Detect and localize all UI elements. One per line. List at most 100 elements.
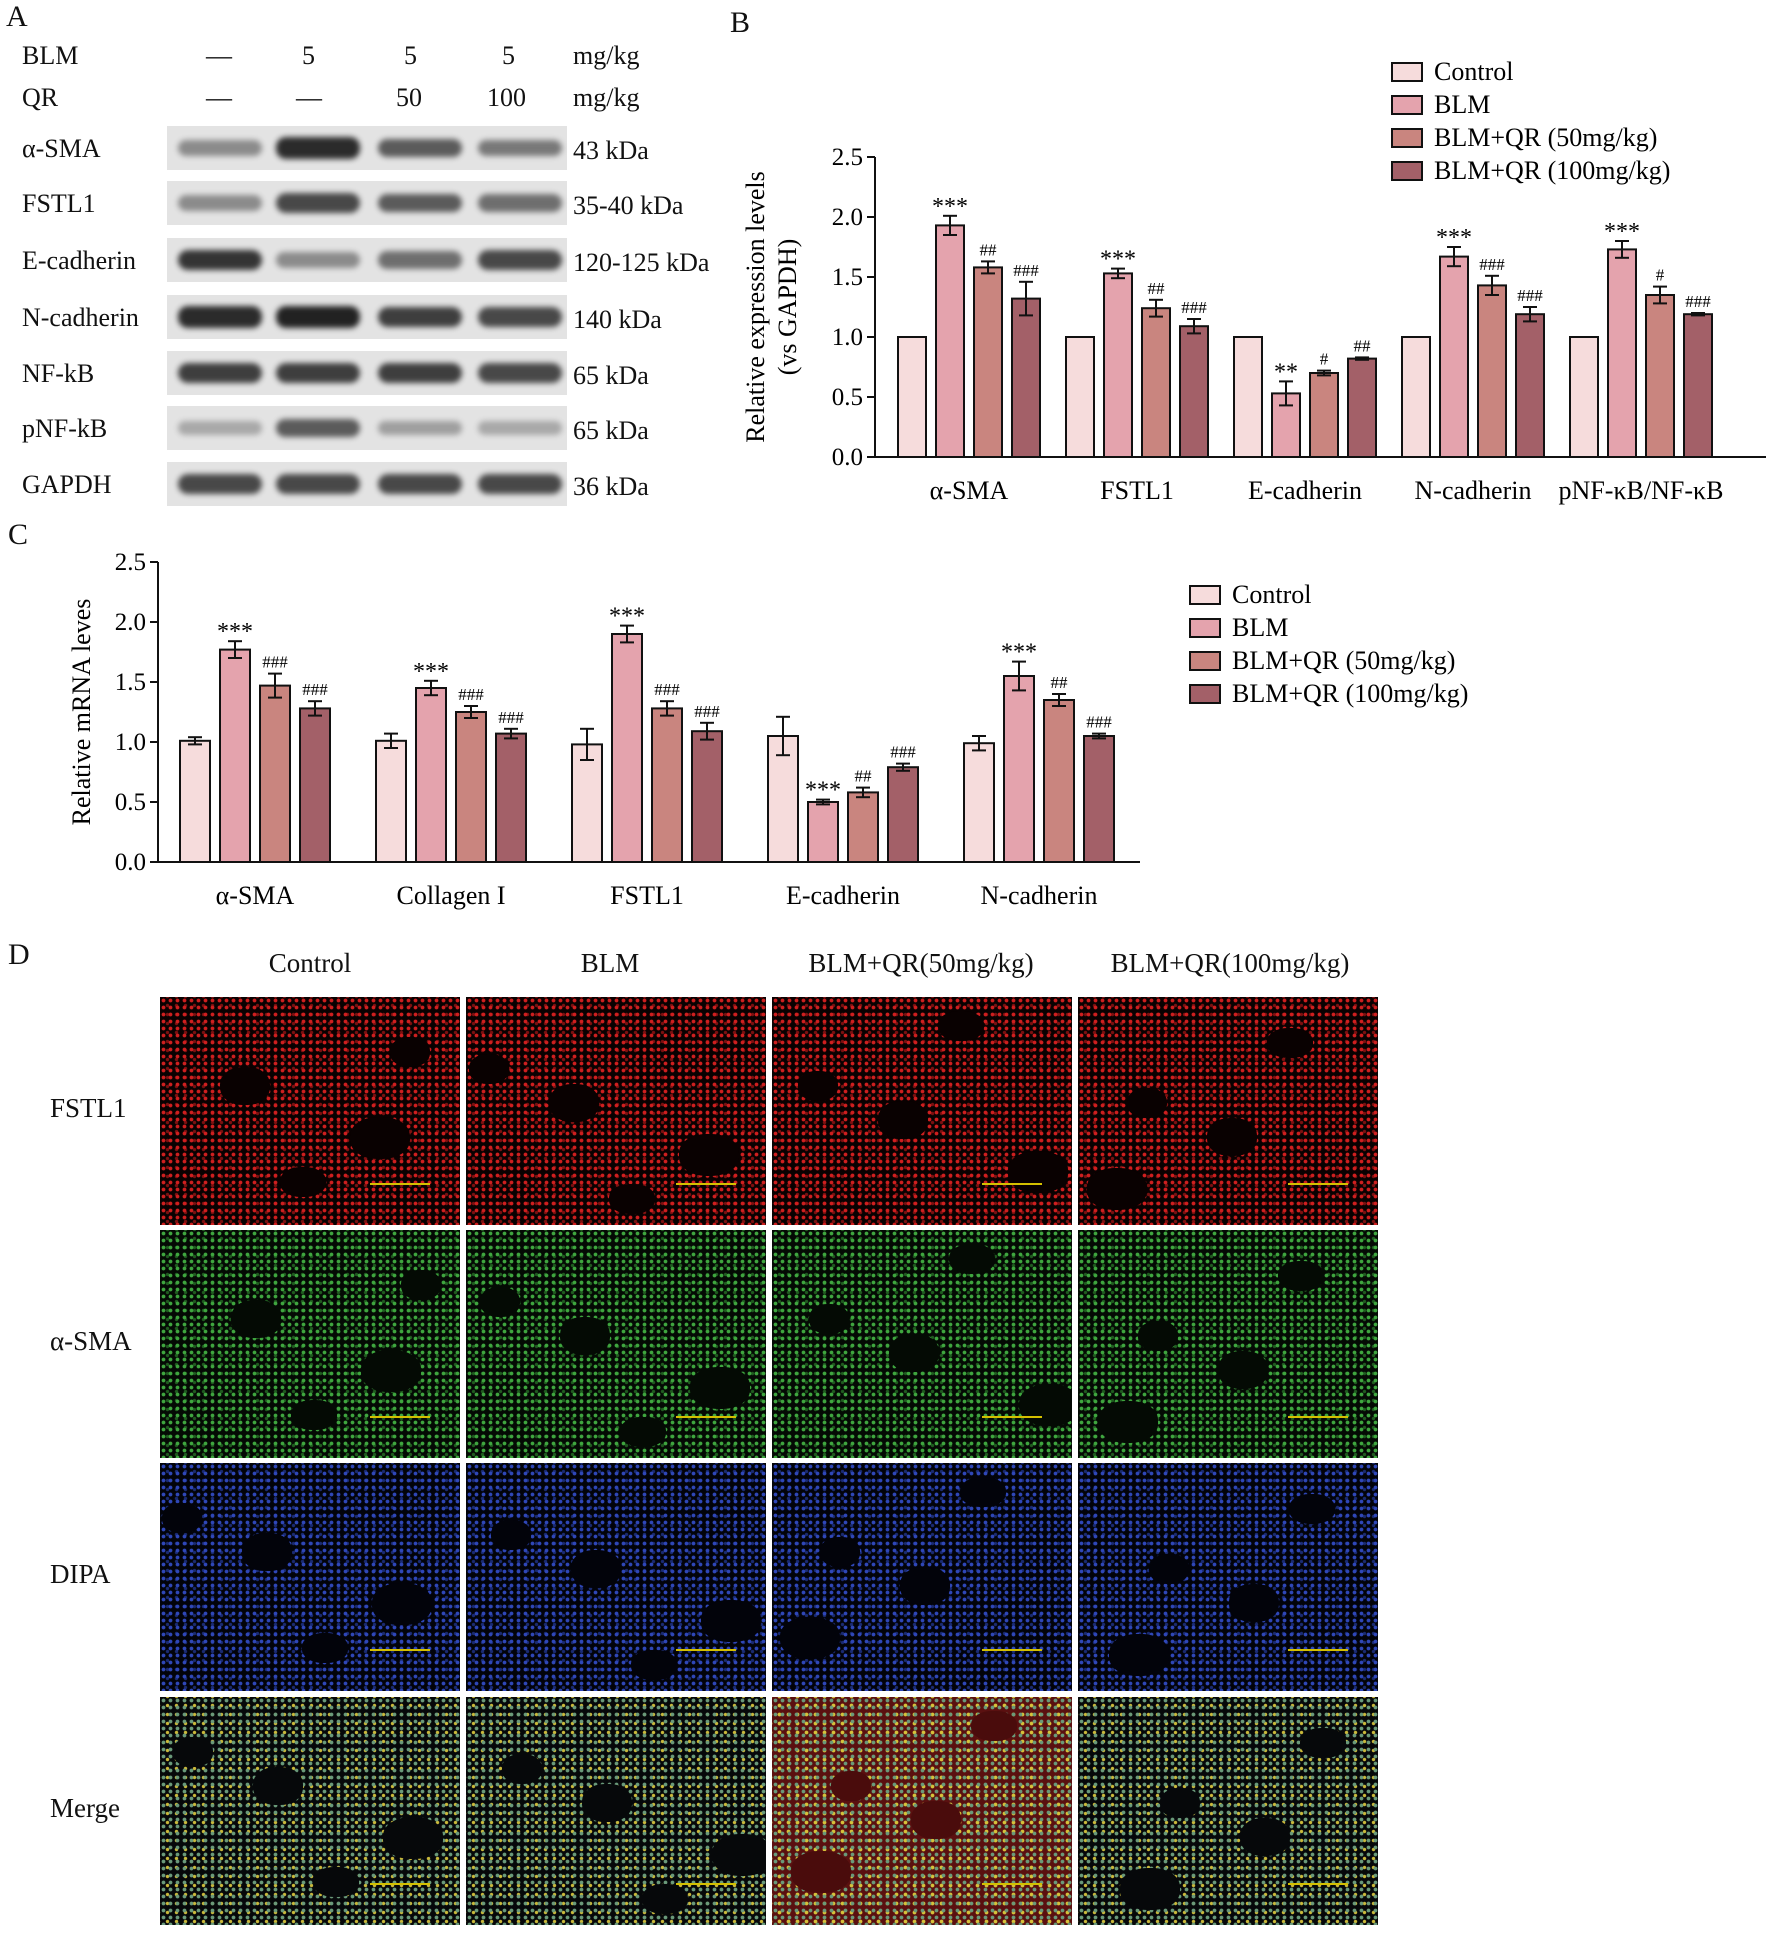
tissue-airspace	[911, 1801, 961, 1839]
tissue-airspace	[1138, 1321, 1178, 1351]
protein-label: N-cadherin	[22, 303, 139, 332]
tissue-airspace	[313, 1867, 359, 1897]
significance-mark: ###	[302, 680, 328, 699]
y-tick-label: 2.0	[832, 204, 863, 231]
tissue-airspace	[571, 1550, 621, 1588]
tissue-airspace	[949, 1244, 995, 1274]
tissue-airspace	[549, 1084, 599, 1122]
tissue-airspace	[491, 1520, 531, 1550]
tissue-airspace	[1098, 1401, 1158, 1443]
significance-mark: ##	[1148, 279, 1166, 298]
blot-band	[178, 140, 262, 156]
molecular-weight-label: 36 kDa	[573, 472, 649, 501]
bar	[807, 801, 839, 863]
significance-mark: #	[1656, 266, 1665, 285]
molecular-weight-label: 65 kDa	[573, 361, 649, 390]
blot-strip	[167, 126, 567, 170]
bar	[1439, 255, 1469, 458]
scale-bar	[370, 1649, 430, 1651]
significance-mark: ###	[1479, 255, 1505, 274]
blot-band	[276, 474, 360, 494]
panel-label-a: A	[6, 0, 28, 33]
tissue-airspace	[791, 1851, 851, 1893]
y-tick-label: 1.0	[115, 729, 146, 756]
protein-label: GAPDH	[22, 470, 112, 499]
bar	[963, 742, 995, 863]
fluorescence-image-tile	[772, 1697, 1072, 1925]
bar	[1083, 735, 1115, 863]
tissue-airspace	[582, 1784, 632, 1822]
bar	[375, 739, 407, 863]
blot-band	[178, 421, 262, 435]
blot-band	[378, 138, 462, 158]
significance-mark: ###	[1181, 298, 1207, 317]
bar	[1043, 699, 1075, 863]
tissue-airspace	[1019, 1384, 1072, 1426]
tissue-airspace	[560, 1317, 610, 1355]
tissue-airspace	[960, 1477, 1006, 1507]
significance-mark: ***	[609, 604, 645, 630]
bar	[1309, 372, 1339, 458]
bar	[571, 743, 603, 863]
blot-band	[478, 139, 562, 157]
blot-strip	[167, 295, 567, 339]
bar	[259, 684, 291, 863]
blm-dose-lane-3: 5	[404, 41, 417, 70]
protein-label: pNF-kB	[22, 414, 108, 443]
scale-bar	[370, 1416, 430, 1418]
blot-band	[378, 193, 462, 213]
tissue-airspace	[502, 1754, 542, 1784]
significance-mark: ***	[1604, 219, 1640, 245]
fluorescence-image-tile	[772, 997, 1072, 1225]
bar	[897, 336, 927, 458]
significance-mark: ###	[1517, 286, 1543, 305]
tissue-airspace	[878, 1101, 928, 1139]
significance-mark: ###	[262, 653, 288, 672]
scale-bar	[1288, 1416, 1348, 1418]
blot-strip	[167, 406, 567, 450]
scale-bar	[676, 1183, 736, 1185]
legend-label: Control	[1434, 57, 1513, 86]
y-axis-label: Relative mRNA leves	[67, 599, 96, 826]
tissue-airspace	[390, 1037, 430, 1067]
fluorescence-image-tile	[1078, 1230, 1378, 1458]
scale-bar	[676, 1416, 736, 1418]
significance-mark: ***	[1001, 640, 1037, 666]
molecular-weight-label: 35-40 kDa	[573, 191, 684, 220]
legend-swatch	[1189, 618, 1221, 638]
blot-strip	[167, 181, 567, 225]
y-tick-label: 0.5	[832, 384, 863, 411]
fluorescence-image-tile	[160, 1230, 460, 1458]
scale-bar	[982, 1649, 1042, 1651]
category-label: α-SMA	[930, 476, 1009, 505]
significance-mark: ###	[1013, 261, 1039, 280]
tissue-airspace	[1229, 1584, 1279, 1622]
bar	[973, 266, 1003, 458]
blot-band	[478, 250, 562, 270]
qr-header-label: QR	[22, 83, 59, 112]
legend-swatch	[1189, 585, 1221, 605]
panel-label-b: B	[730, 6, 751, 39]
fluorescence-image-tile	[160, 1463, 460, 1691]
blot-band	[178, 249, 262, 271]
blot-band	[178, 474, 262, 494]
stain-row-label: FSTL1	[50, 1093, 127, 1123]
tissue-airspace	[162, 1503, 202, 1533]
legend-label: Control	[1232, 580, 1311, 609]
blot-band	[276, 362, 360, 384]
blot-band	[276, 306, 360, 328]
blot-band	[178, 306, 262, 328]
bar	[611, 633, 643, 863]
blot-band	[378, 306, 462, 328]
blm-dose-lane-4: 5	[502, 41, 515, 70]
significance-mark: ###	[654, 680, 680, 699]
bar	[299, 707, 331, 863]
molecular-weight-label: 140 kDa	[573, 305, 662, 334]
significance-mark: **	[1274, 359, 1298, 385]
molecular-weight-label: 43 kDa	[573, 136, 649, 165]
bar	[455, 711, 487, 863]
tissue-airspace	[350, 1117, 410, 1159]
legend-label: BLM+QR (50mg/kg)	[1232, 646, 1455, 675]
tissue-airspace	[401, 1270, 441, 1300]
bar	[1003, 675, 1035, 863]
